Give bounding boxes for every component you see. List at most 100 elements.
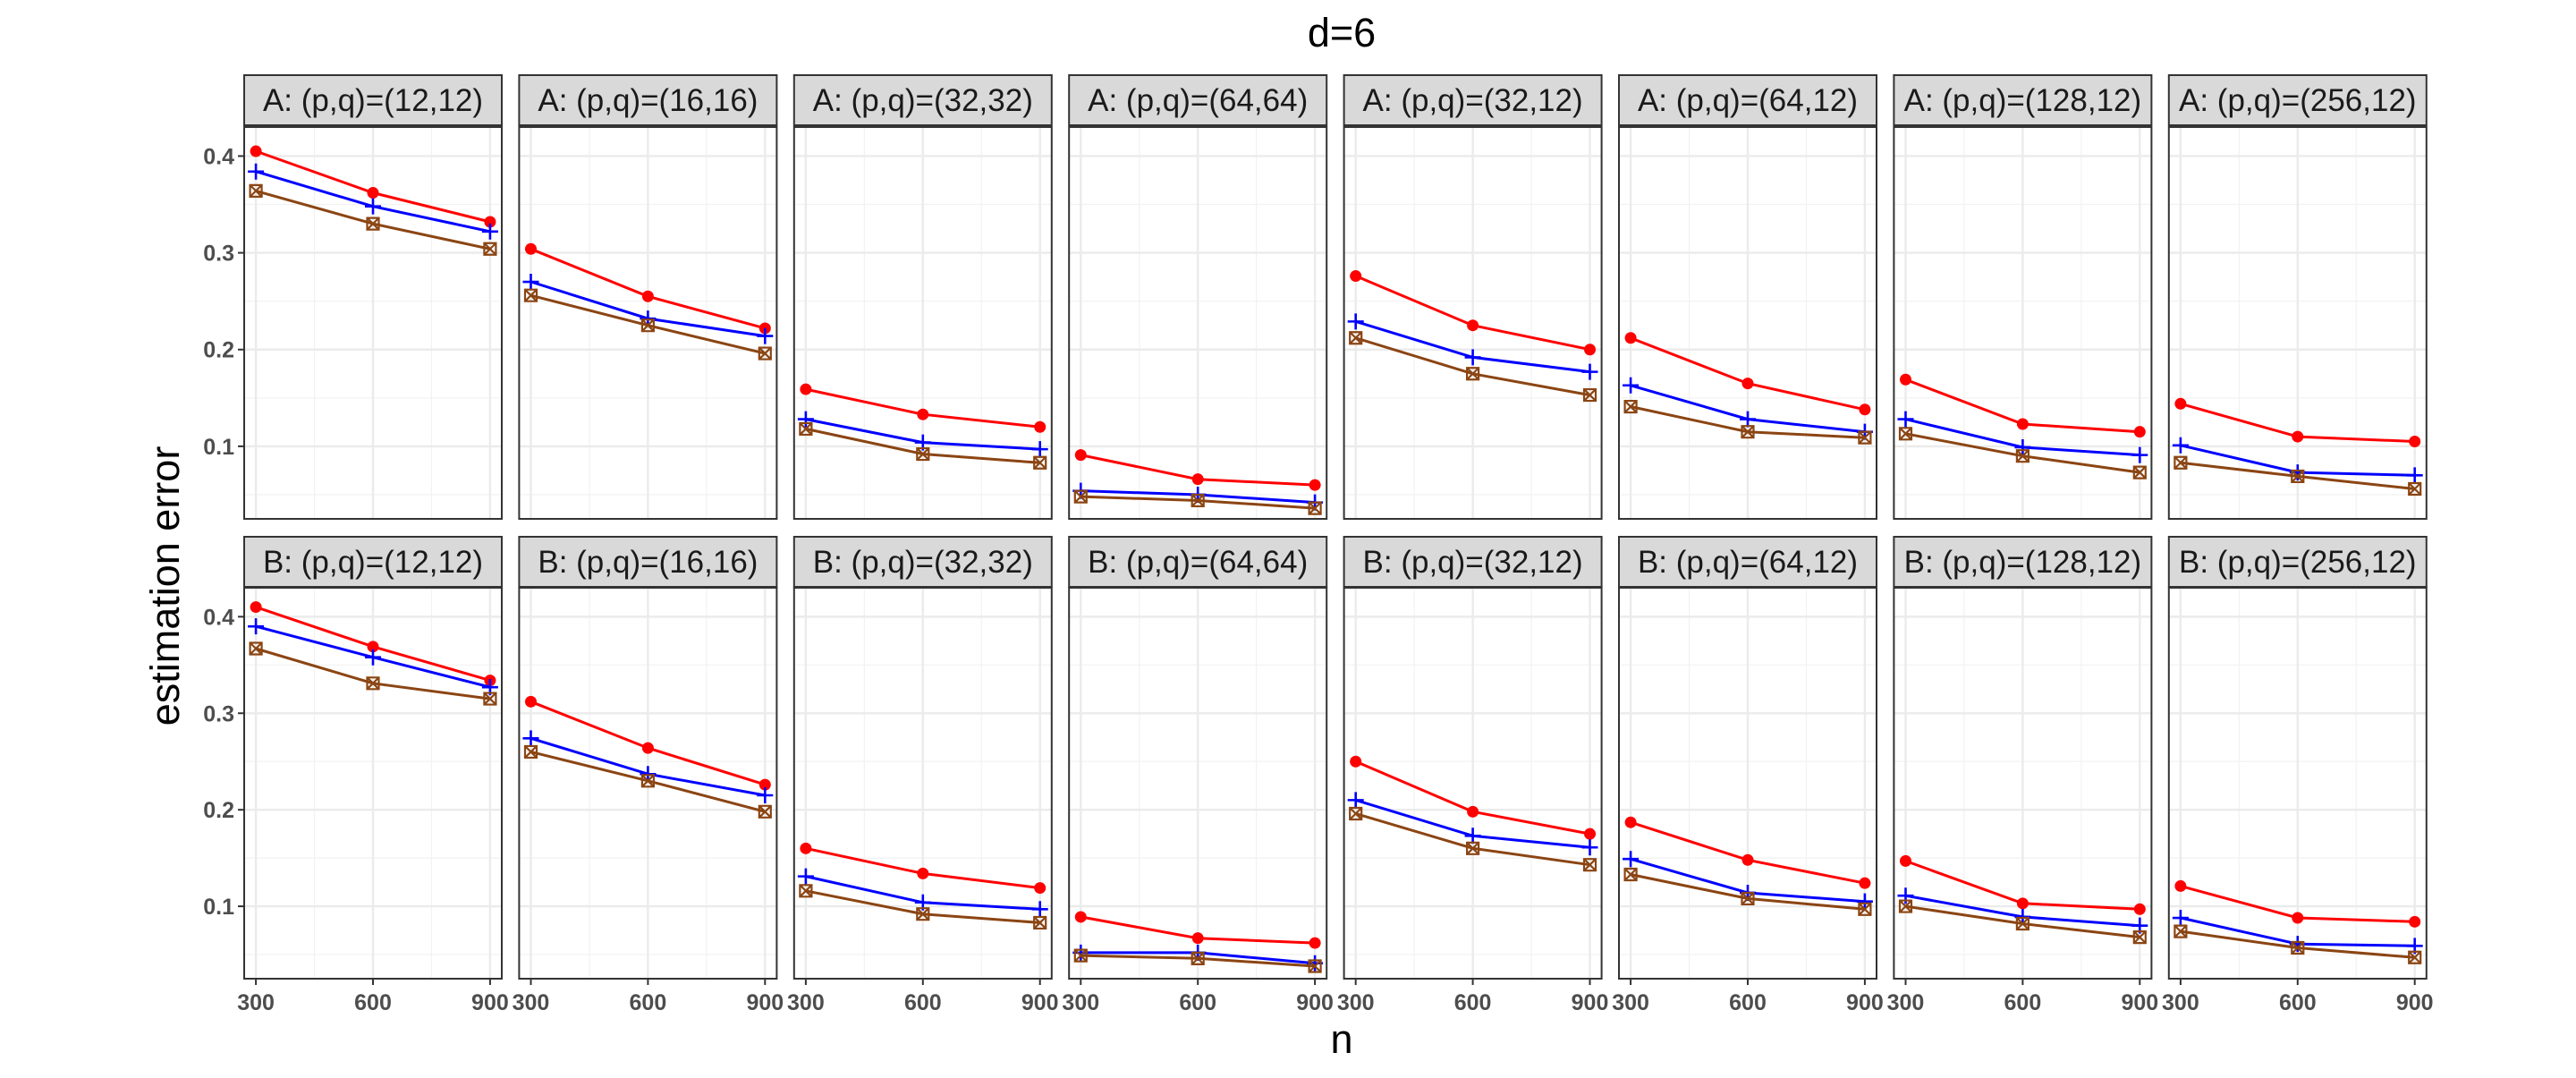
data-point-red <box>1191 473 1204 486</box>
data-point-blue <box>1856 893 1873 910</box>
data-point-brown <box>366 676 380 691</box>
x-tick-label: 900 <box>2121 990 2158 1015</box>
facet-panel: A: (p,q)=(32,12) <box>1343 74 1603 520</box>
data-point-red <box>1467 319 1479 332</box>
facet-strip <box>243 74 503 126</box>
data-point-red <box>367 187 379 199</box>
data-point-red <box>524 695 537 708</box>
y-axis-title: estimation error <box>142 446 188 726</box>
x-tick-label: 900 <box>1021 990 1059 1015</box>
data-point-blue <box>757 327 774 344</box>
data-point-brown <box>758 804 772 819</box>
y-tick-label: 0.1 <box>203 435 234 460</box>
data-point-brown <box>2015 916 2029 931</box>
data-point-red <box>641 742 654 754</box>
data-point-brown <box>1858 902 1872 916</box>
data-point-red <box>1624 816 1637 828</box>
data-point-red <box>1034 882 1046 895</box>
facet-panel: A: (p,q)=(32,32) <box>792 74 1053 520</box>
data-point-brown <box>1308 501 1322 515</box>
facet-panel: B: (p,q)=(64,12) 300 600 900 <box>1612 536 1884 1015</box>
data-point-red <box>1584 828 1597 840</box>
x-tick-label: 600 <box>354 990 392 1015</box>
facet-strip-label: A: (p,q)=(128,12) <box>1904 83 2142 118</box>
data-point-brown <box>523 744 538 760</box>
data-point-brown <box>1349 806 1363 821</box>
data-point-red <box>2174 397 2187 410</box>
x-tick-label: 900 <box>2396 990 2434 1015</box>
data-point-red <box>367 641 379 653</box>
data-point-blue <box>365 649 381 666</box>
data-point-blue <box>1581 363 1598 380</box>
data-point-red <box>484 216 496 228</box>
panel-border <box>1068 126 1328 520</box>
x-tick-label: 600 <box>630 990 667 1015</box>
data-point-blue <box>1623 377 1640 394</box>
panel-border <box>1618 126 1877 520</box>
data-point-brown <box>2015 449 2029 463</box>
x-tick-label: 900 <box>471 990 509 1015</box>
facet-strip-label: B: (p,q)=(32,32) <box>813 545 1033 580</box>
data-point-brown <box>1466 841 1480 855</box>
y-tick-label: 0.2 <box>203 338 234 363</box>
data-point-brown <box>483 692 497 706</box>
data-point-blue <box>2172 910 2189 927</box>
data-point-brown <box>1898 899 1913 913</box>
facet-strip <box>1068 536 1328 588</box>
facet-strip-label: A: (p,q)=(12,12) <box>263 83 483 118</box>
data-point-red <box>1741 378 1754 390</box>
data-point-brown <box>1623 867 1638 882</box>
data-point-red <box>1309 937 1321 949</box>
data-point-red <box>2133 903 2146 915</box>
data-point-blue <box>2131 446 2148 463</box>
data-point-blue <box>1347 792 1364 809</box>
x-tick-label: 600 <box>1454 990 1492 1015</box>
facet-strip-label: B: (p,q)=(64,64) <box>1088 545 1308 580</box>
data-point-blue <box>1464 828 1481 845</box>
x-tick-label: 300 <box>1887 990 1925 1015</box>
facet-strip <box>1618 74 1877 126</box>
facet-strip <box>518 74 778 126</box>
facet-strip-label: A: (p,q)=(64,64) <box>1088 83 1308 118</box>
data-point-brown <box>249 641 263 656</box>
panel-border <box>518 126 778 520</box>
facet-panel: B: (p,q)=(128,12) 300 600 900 <box>1887 536 2158 1015</box>
facet-strip <box>518 536 778 588</box>
data-point-brown <box>2174 924 2188 938</box>
facet-strip <box>792 536 1053 588</box>
data-point-blue <box>757 786 774 803</box>
facet-panel: A: (p,q)=(64,12) <box>1618 74 1877 520</box>
facet-strip <box>1343 536 1603 588</box>
data-point-brown <box>366 216 380 231</box>
panel-border <box>792 126 1053 520</box>
x-tick-label: 300 <box>1612 990 1649 1015</box>
facet-strip-label: B: (p,q)=(128,12) <box>1904 545 2142 580</box>
data-point-brown <box>1623 399 1638 414</box>
data-point-blue <box>365 198 381 215</box>
data-point-brown <box>640 318 655 333</box>
data-point-red <box>1074 449 1087 462</box>
x-tick-label: 600 <box>2279 990 2317 1015</box>
data-point-blue <box>248 618 265 635</box>
facet-strip-label: B: (p,q)=(256,12) <box>2179 545 2417 580</box>
data-point-red <box>1584 344 1597 356</box>
data-point-red <box>1859 877 1871 889</box>
facet-panel: A: (p,q)=(64,64) <box>1068 74 1328 520</box>
data-point-brown <box>799 884 813 898</box>
data-point-brown <box>1308 959 1322 973</box>
facet-panel: A: (p,q)=(12,12) 0.1 0.2 0.3 0.4 <box>203 74 503 520</box>
data-point-red <box>2292 912 2304 924</box>
data-point-blue <box>1347 313 1364 330</box>
facet-strip <box>1068 74 1328 126</box>
facet-strip-label: B: (p,q)=(32,12) <box>1363 545 1583 580</box>
x-tick-label: 900 <box>1846 990 1884 1015</box>
panels-layer: A: (p,q)=(12,12) 0.1 0.2 0.3 0.4 A: (p,q)=(16… <box>203 74 2434 1015</box>
data-point-red <box>1350 755 1362 768</box>
facet-strip-label: B: (p,q)=(12,12) <box>263 545 483 580</box>
x-tick-label: 900 <box>1572 990 1609 1015</box>
facet-strip-label: B: (p,q)=(16,16) <box>538 545 758 580</box>
y-tick-label: 0.4 <box>203 605 234 630</box>
data-point-brown <box>799 421 813 437</box>
